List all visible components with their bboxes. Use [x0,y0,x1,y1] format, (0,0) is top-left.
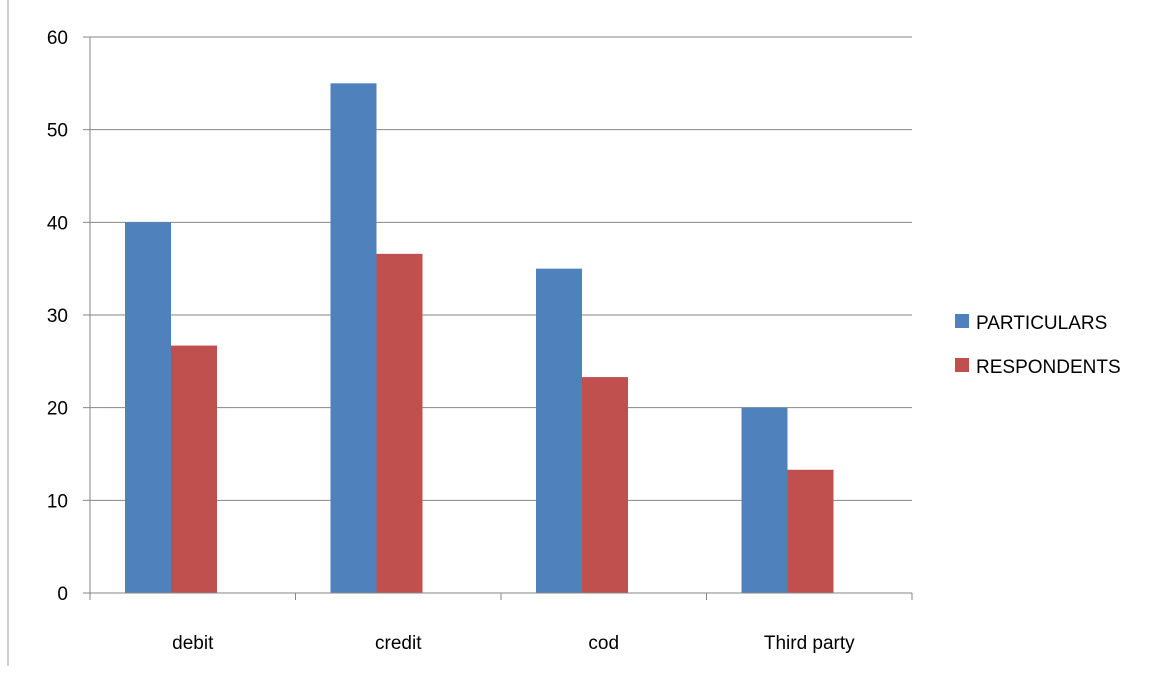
y-tick-label: 60 [47,28,68,49]
y-tick-label: 10 [47,491,68,512]
legend: PARTICULARS RESPONDENTS [955,313,1121,378]
gridlines [90,36,912,501]
legend-label-respondents: RESPONDENTS [976,357,1121,378]
bar-respondents-credit [376,253,423,593]
x-tick-label: cod [588,633,619,654]
x-tick-label: credit [375,633,422,654]
y-tick-label: 40 [47,213,68,234]
bars [125,83,834,594]
bar-respondents-cod [582,377,628,593]
y-tick-label: 0 [57,584,68,605]
legend-label-particulars: PARTICULARS [976,313,1107,334]
bar-respondents-debit [171,345,217,593]
bar-respondents-third-party [787,469,834,593]
bar-particulars-debit [125,222,171,594]
tick-labels: 0 10 20 30 40 50 60 debit credit cod Third party [47,28,855,654]
legend-swatch-respondents [955,358,969,372]
x-tick-label: debit [172,633,214,654]
bar-particulars-third-party [741,407,788,593]
y-tick-label: 20 [47,399,68,420]
axes [83,36,913,600]
y-tick-label: 50 [47,121,68,142]
bar-particulars-credit [330,83,377,593]
y-tick-label: 30 [47,306,68,327]
x-tick-label: Third party [764,633,855,654]
legend-swatch-particulars [955,314,969,328]
bar-particulars-cod [536,268,582,593]
